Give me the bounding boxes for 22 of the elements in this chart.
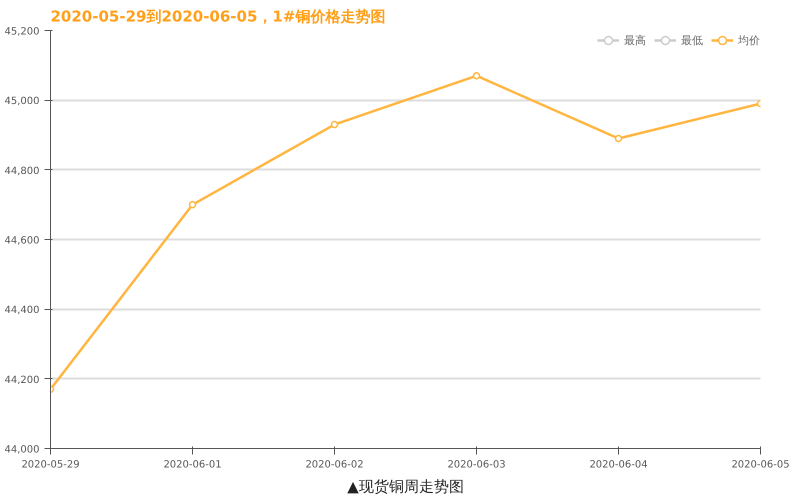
text: ▲现货铜周走势图	[347, 478, 464, 496]
y-tick-label: 45,200	[4, 26, 40, 38]
y-tick-label: 44,000	[4, 444, 40, 456]
x-tick-label: 2020-06-02	[305, 460, 364, 470]
y-tick-label: 44,800	[4, 166, 40, 177]
y-tick-label: 44,400	[4, 305, 40, 316]
legend-label: 均价	[738, 32, 760, 48]
point	[188, 200, 196, 208]
x-tick-label: 2020-06-01	[163, 460, 222, 470]
x-tick-label: 2020-06-05	[731, 460, 790, 470]
y-tick-label: 45,000	[4, 96, 40, 108]
legend-label: 最低	[681, 32, 703, 48]
x-tick-label: 2020-05-29	[21, 460, 80, 470]
x-tick-label: 2020-06-03	[447, 460, 506, 470]
point	[472, 72, 480, 80]
point	[614, 134, 622, 142]
x-tick-label: 2020-06-04	[589, 460, 648, 470]
y-tick-label: 44,600	[4, 236, 40, 246]
y-tick-label: 44,200	[4, 374, 40, 386]
legend-label: 最高	[624, 32, 646, 48]
chart-title: 2020-05-29到2020-06-05，1#铜价格走势图	[50, 8, 386, 26]
point	[330, 120, 338, 128]
